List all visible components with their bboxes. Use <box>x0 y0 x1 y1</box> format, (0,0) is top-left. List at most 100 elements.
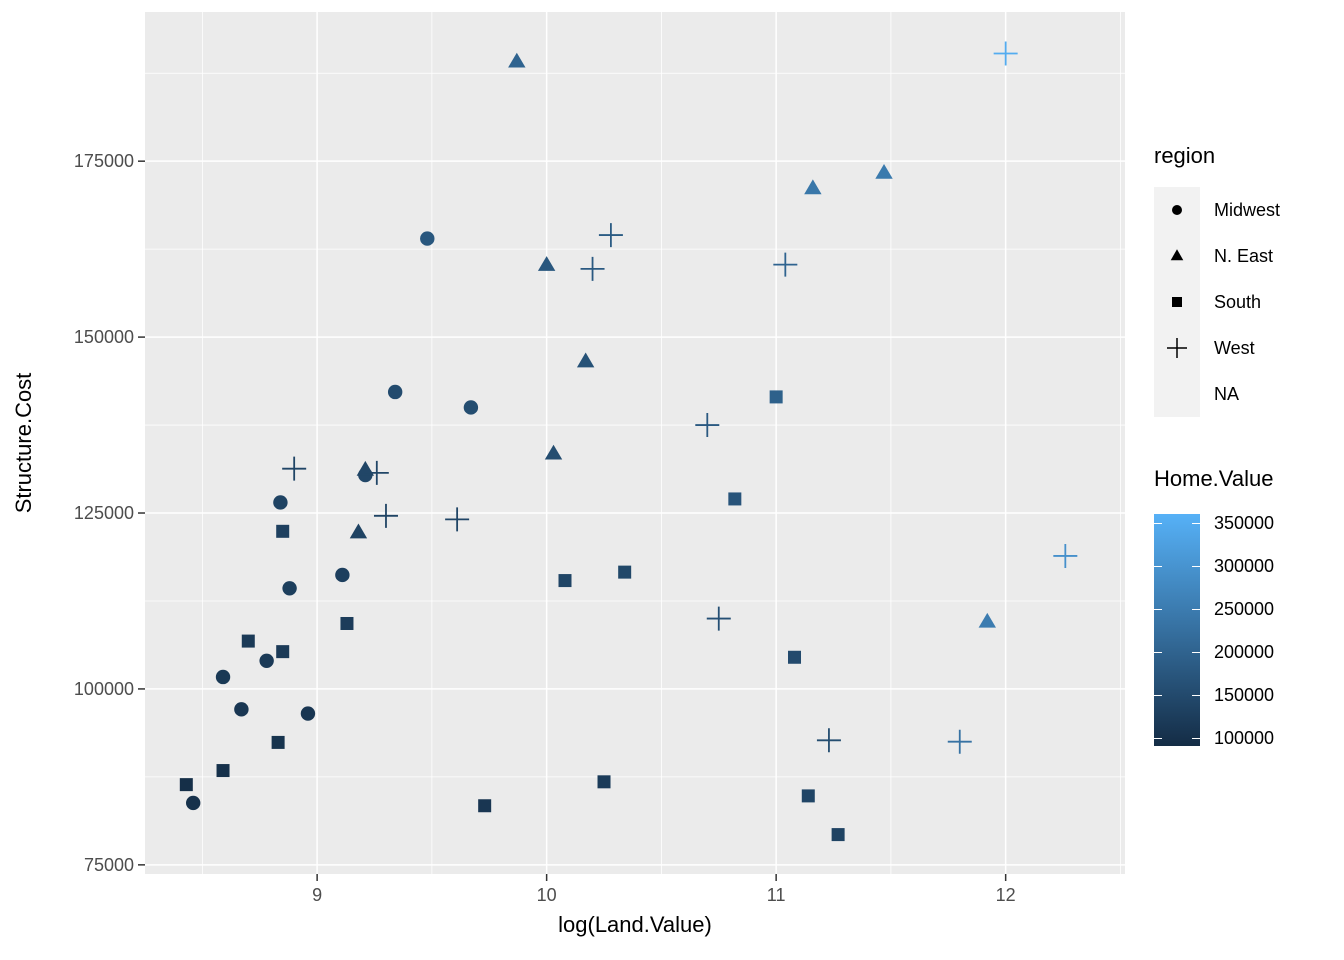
data-point-south <box>769 390 783 404</box>
colorbar-label: 250000 <box>1214 598 1275 619</box>
legend-label: West <box>1214 337 1255 358</box>
plot-panel <box>145 12 1125 874</box>
legend-item-south: South <box>1154 279 1280 325</box>
data-point-midwest <box>387 384 403 400</box>
data-point-south <box>597 775 611 789</box>
colorbar-label: 150000 <box>1214 684 1275 705</box>
data-point-midwest <box>234 702 249 717</box>
data-point-south <box>340 616 354 630</box>
data-point-midwest <box>259 653 274 668</box>
x-axis-title: log(Land.Value) <box>558 912 712 937</box>
region-legend-keys: Midwest N. East South West NA <box>1154 187 1280 417</box>
colorbar-tick <box>1154 651 1162 653</box>
data-point-midwest <box>215 669 231 685</box>
y-axis-title: Structure.Cost <box>11 372 36 514</box>
colorbar-tick <box>1192 608 1200 610</box>
x-tick-label: 10 <box>537 885 557 905</box>
data-point-south <box>618 565 632 579</box>
data-point-midwest <box>185 795 201 811</box>
home-value-colorbar <box>1154 514 1200 746</box>
data-point-west <box>695 413 720 438</box>
y-tick-label: 175000 <box>74 151 134 171</box>
data-point-south <box>241 634 255 648</box>
data-point-south <box>831 828 845 842</box>
x-tick-label: 9 <box>312 885 322 905</box>
legend-label: NA <box>1214 383 1240 404</box>
x-tick-label: 11 <box>767 885 786 905</box>
colorbar-label: 350000 <box>1214 513 1275 534</box>
data-point-west <box>706 606 731 631</box>
legend-key-square-icon <box>1154 279 1200 325</box>
legend-item-na: NA <box>1154 371 1280 417</box>
data-point-midwest <box>420 231 435 246</box>
legend-item-midwest: Midwest <box>1154 187 1280 233</box>
region-legend-title: region <box>1154 143 1216 168</box>
y-tick-label: 150000 <box>74 327 134 347</box>
home-value-colorbar-wrap: 350000 300000 250000 200000 150000 100000 <box>1154 513 1275 748</box>
data-point-west <box>445 507 470 532</box>
data-point-n-east <box>978 612 996 628</box>
data-point-midwest <box>282 581 297 596</box>
data-point-south <box>271 735 285 749</box>
legend-key-circle-icon <box>1154 187 1200 233</box>
data-point-n-east <box>544 444 563 460</box>
colorbar-tick <box>1154 565 1162 567</box>
data-point-midwest <box>273 495 288 510</box>
colorbar-label: 200000 <box>1214 641 1275 662</box>
data-point-south <box>788 650 802 664</box>
data-point-south <box>216 764 230 778</box>
data-point-west <box>282 456 307 481</box>
home-value-legend-title: Home.Value <box>1154 466 1274 491</box>
data-point-south <box>276 645 290 659</box>
colorbar-tick <box>1154 608 1162 610</box>
data-point-south <box>801 789 815 803</box>
data-point-west <box>993 41 1018 66</box>
y-tick-label: 100000 <box>74 679 134 699</box>
data-point-west <box>580 256 605 281</box>
home-value-legend: Home.Value 350000 300000 250000 200000 15000… <box>1154 466 1275 748</box>
data-point-n-east <box>875 163 893 179</box>
data-point-south <box>558 574 572 588</box>
region-legend: region Midwest N. East South West NA <box>1154 143 1280 417</box>
data-point-midwest <box>463 400 479 415</box>
colorbar-tick <box>1192 523 1200 525</box>
colorbar-tick <box>1192 565 1200 567</box>
legend-key-triangle-icon <box>1154 233 1200 279</box>
colorbar-label: 100000 <box>1214 727 1275 748</box>
data-point-n-east <box>804 179 822 195</box>
legend-key-empty <box>1154 371 1200 417</box>
data-point-west <box>773 252 798 277</box>
data-point-south <box>179 778 193 792</box>
legend-label: South <box>1214 291 1262 312</box>
legend-label: N. East <box>1214 245 1274 266</box>
data-point-midwest <box>335 567 350 583</box>
data-point-south <box>478 799 492 813</box>
colorbar-tick <box>1154 737 1162 739</box>
colorbar-tick <box>1154 694 1162 696</box>
data-point-west <box>1053 543 1078 568</box>
data-point-west <box>598 223 623 248</box>
data-point-south <box>728 492 742 506</box>
data-point-midwest <box>300 706 316 721</box>
legend-item-n-east: N. East <box>1154 233 1280 279</box>
x-tick-label: 12 <box>996 885 1016 905</box>
data-point-n-east <box>356 460 375 476</box>
colorbar-tick <box>1192 737 1200 739</box>
data-point-west <box>947 729 972 754</box>
colorbar-tick <box>1192 694 1200 696</box>
colorbar-label: 300000 <box>1214 555 1275 576</box>
data-point-n-east <box>576 352 595 368</box>
legend-label: Midwest <box>1214 199 1281 220</box>
data-point-west <box>816 728 841 753</box>
data-point-n-east <box>349 523 368 539</box>
data-point-west <box>364 460 389 485</box>
data-point-n-east <box>508 52 526 68</box>
colorbar-tick <box>1192 651 1200 653</box>
y-tick-label: 75000 <box>84 855 134 875</box>
data-point-n-east <box>537 256 556 271</box>
legend-key-plus-icon <box>1154 325 1200 371</box>
colorbar-tick <box>1154 523 1162 525</box>
data-point-west <box>373 503 398 528</box>
